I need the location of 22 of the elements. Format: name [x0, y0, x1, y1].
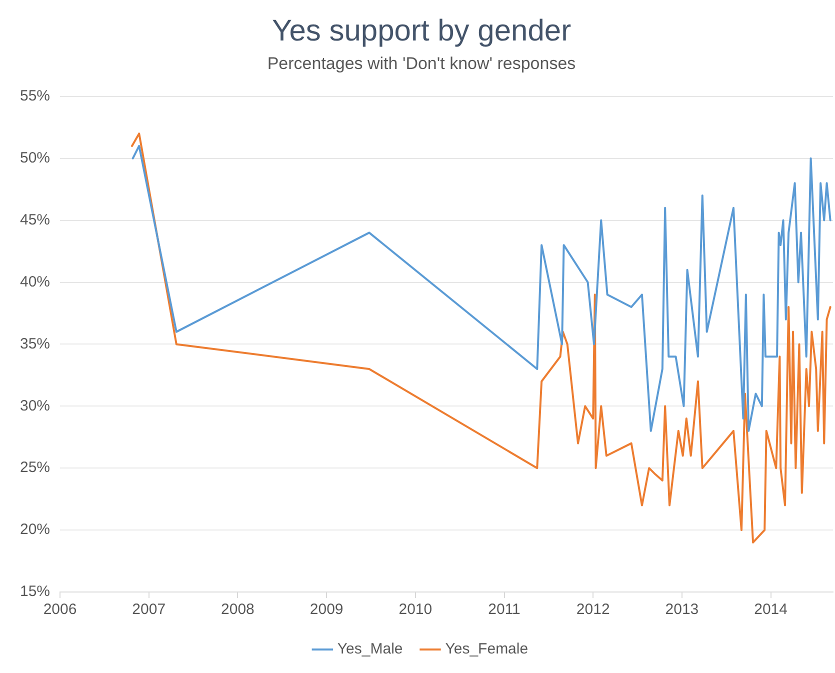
y-tick-label: 20%: [20, 521, 50, 538]
y-tick-label: 40%: [20, 273, 50, 290]
x-tick-label: 2006: [43, 601, 77, 618]
chart-subtitle: Percentages with 'Don't know' responses: [267, 54, 576, 73]
x-tick-label: 2013: [665, 601, 699, 618]
x-tick-label: 2010: [398, 601, 432, 618]
x-tick-label: 2012: [576, 601, 610, 618]
y-tick-label: 15%: [20, 583, 50, 600]
legend-label: Yes_Female: [445, 640, 528, 658]
x-tick-label: 2014: [754, 601, 788, 618]
x-tick-label: 2011: [488, 601, 520, 618]
chart-title: Yes support by gender: [272, 14, 572, 48]
y-tick-label: 55%: [20, 88, 50, 105]
x-tick-label: 2009: [310, 601, 344, 618]
y-tick-label: 50%: [20, 149, 50, 166]
legend-label: Yes_Male: [337, 640, 403, 658]
y-tick-label: 45%: [20, 211, 50, 228]
x-tick-label: 2007: [132, 601, 166, 618]
y-tick-label: 30%: [20, 397, 50, 414]
y-tick-label: 35%: [20, 335, 50, 352]
y-tick-label: 25%: [20, 459, 50, 476]
x-tick-label: 2008: [221, 601, 254, 618]
